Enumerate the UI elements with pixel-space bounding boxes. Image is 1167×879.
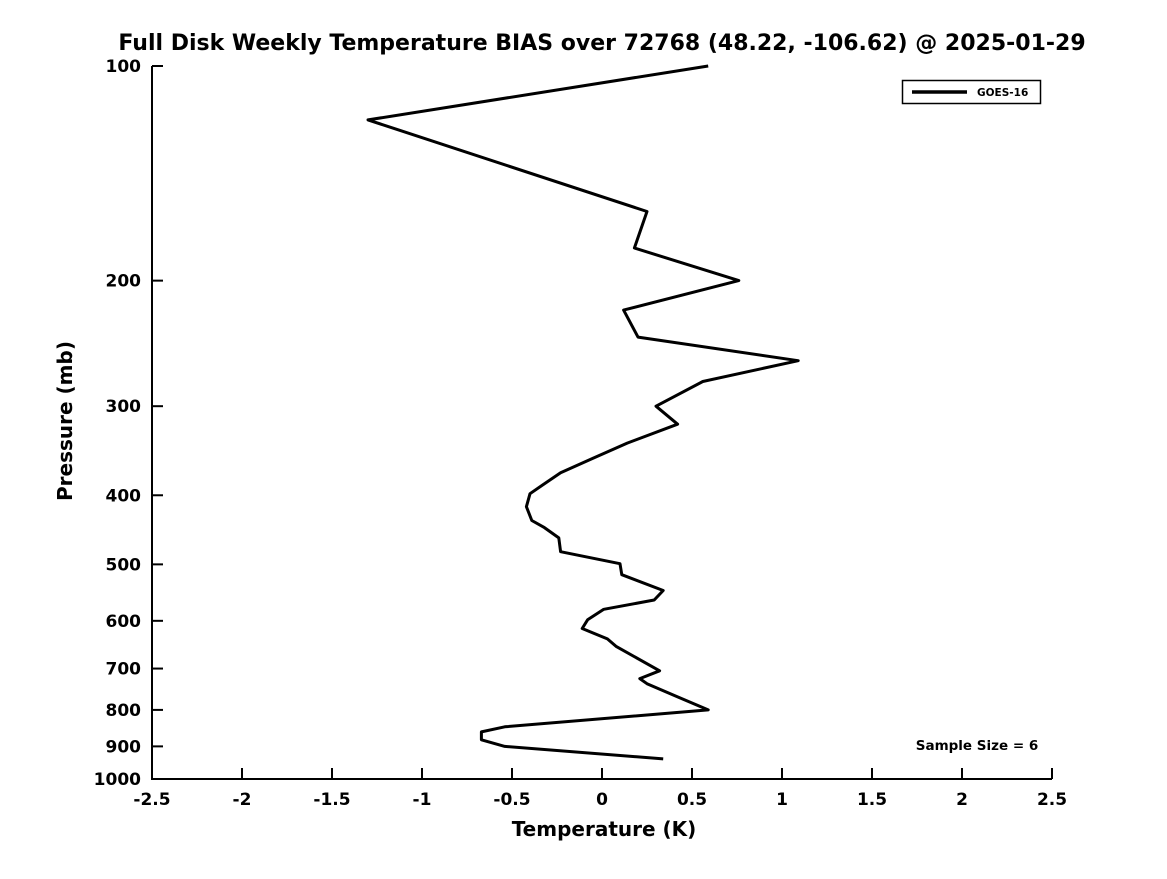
y-axis-label: Pressure (mb) — [53, 341, 77, 501]
y-tick-label: 200 — [106, 272, 142, 292]
y-tick-label: 600 — [106, 612, 142, 632]
data-series — [366, 64, 800, 761]
legend: GOES-16 — [901, 79, 1042, 105]
y-tick-label: 300 — [106, 397, 142, 417]
bias-profile-line — [366, 64, 800, 761]
y-tick-label: 500 — [106, 555, 142, 575]
x-tick-label: -1.5 — [313, 790, 350, 810]
x-tick-label: -0.5 — [493, 790, 530, 810]
y-tick-label: 800 — [106, 701, 142, 721]
y-tick-label: 400 — [106, 486, 142, 506]
x-axis-label: Temperature (K) — [512, 817, 697, 841]
x-tick-label: -2 — [233, 790, 252, 810]
chart-title: Full Disk Weekly Temperature BIAS over 7… — [118, 31, 1085, 56]
x-tick-label: 1.5 — [857, 790, 887, 810]
x-tick-label: -2.5 — [133, 790, 170, 810]
x-tick-label: 0.5 — [677, 790, 707, 810]
x-tick-label: 0 — [596, 790, 608, 810]
axes: -2.5 -2 -1.5 -1 -0.5 0 0.5 1 1.5 2 2.5 100 200 300 400… — [94, 57, 1067, 810]
y-tick-label: 1000 — [94, 770, 141, 790]
sample-size-annotation: Sample Size = 6 — [916, 738, 1039, 754]
legend-label: GOES-16 — [977, 87, 1028, 99]
y-tick-label: 900 — [106, 737, 142, 757]
x-tick-label: -1 — [413, 790, 432, 810]
x-tick-label: 2 — [956, 790, 968, 810]
x-tick-label: 1 — [776, 790, 788, 810]
axis-spines — [151, 66, 1052, 780]
y-tick-label: 100 — [106, 57, 142, 77]
y-tick-label: 700 — [106, 660, 142, 680]
legend-box — [901, 79, 1042, 105]
x-tick-label: 2.5 — [1037, 790, 1067, 810]
